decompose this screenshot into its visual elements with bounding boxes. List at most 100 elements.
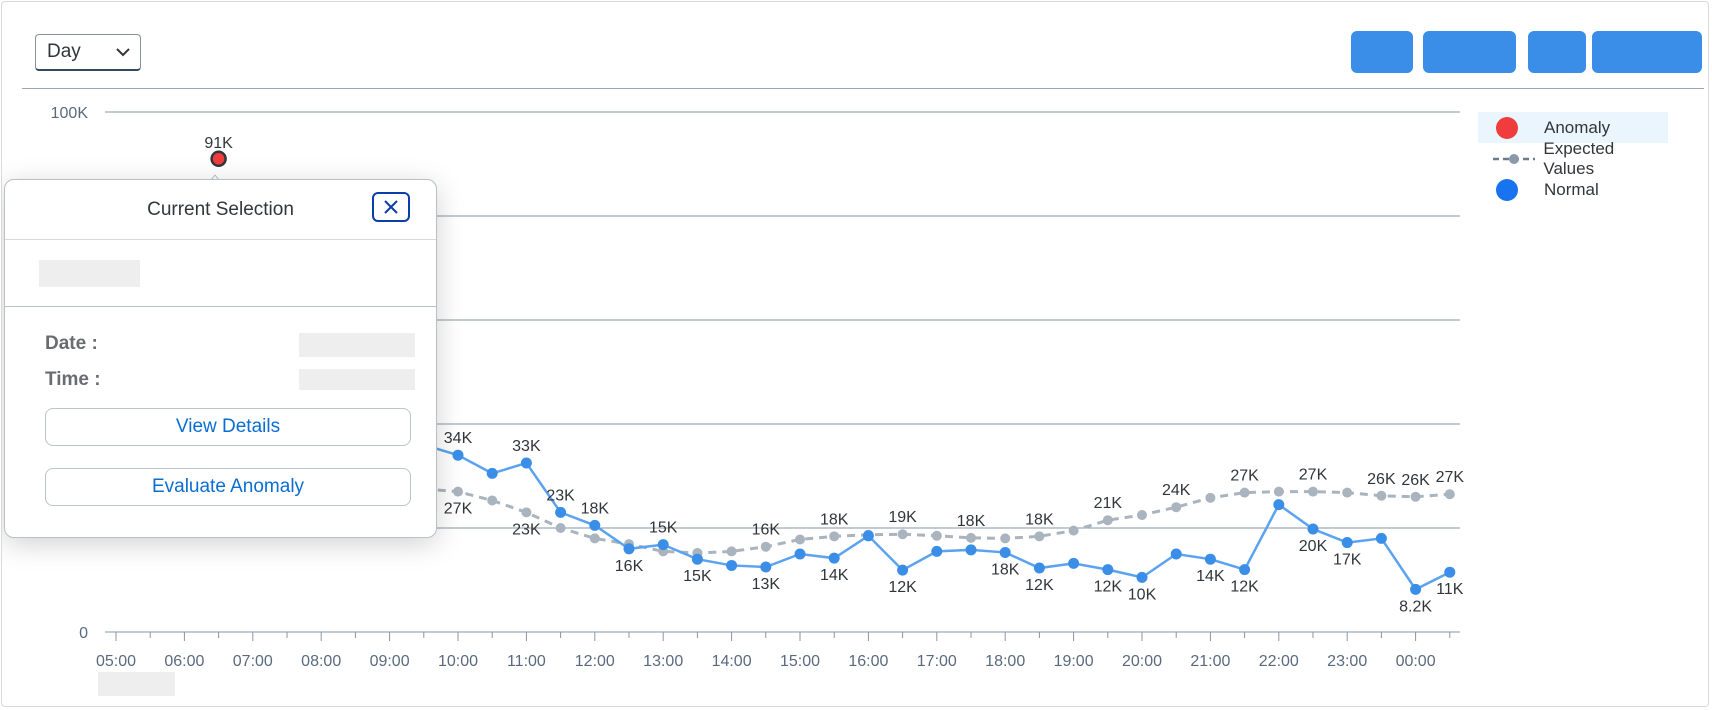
expected-value-point	[760, 541, 771, 552]
legend-label: Expected Values	[1543, 138, 1615, 178]
x-tick-label: 06:00	[164, 653, 204, 670]
selection-value-placeholder	[39, 260, 140, 287]
normal-point	[1307, 523, 1319, 535]
expected-data-label: 21K	[1094, 495, 1123, 512]
normal-data-label: 20K	[1299, 538, 1328, 555]
y-tick-label: 0	[79, 625, 88, 642]
normal-line	[423, 443, 1451, 591]
anomaly-point	[210, 150, 227, 168]
normal-point	[589, 519, 601, 531]
normal-point	[691, 553, 703, 565]
normal-data-label: 23K	[546, 487, 575, 504]
blue-circle-icon	[1496, 178, 1518, 201]
normal-point	[760, 561, 772, 573]
normal-data-label: 18K	[581, 500, 610, 517]
normal-data-label: 33K	[512, 438, 541, 455]
anomaly-data-label: 91K	[204, 135, 233, 152]
expected-data-label: 18K	[957, 513, 986, 530]
expected-value-point	[1376, 490, 1387, 501]
toolbar-button-2[interactable]	[1423, 31, 1516, 73]
normal-point	[1341, 537, 1353, 549]
expected-data-label: 26K	[1401, 472, 1430, 489]
toolbar-button-3[interactable]	[1528, 31, 1586, 73]
expected-value-point	[1342, 487, 1353, 498]
current-selection-popover: Current Selection Date : Time : View Det…	[4, 179, 437, 538]
expected-data-label: 16K	[752, 522, 781, 539]
expected-value-point	[966, 532, 976, 543]
red-circle-icon	[1496, 116, 1518, 139]
normal-point	[623, 543, 635, 555]
expected-data-label: 27K	[1299, 467, 1328, 484]
expected-data-label: 18K	[820, 511, 849, 528]
x-tick-label: 15:00	[780, 653, 820, 670]
period-select-value: Day	[47, 41, 81, 62]
expected-value-point	[487, 495, 498, 506]
normal-point	[965, 544, 977, 556]
x-tick-label: 18:00	[985, 653, 1025, 670]
normal-data-label: 11K	[1436, 581, 1464, 598]
expected-data-label: 27K	[444, 501, 473, 518]
expected-value-point	[453, 486, 463, 497]
legend-item-anomaly[interactable]: Anomaly	[1478, 112, 1668, 143]
popover-header: Current Selection	[5, 180, 436, 240]
expected-value-point	[1205, 492, 1216, 503]
x-tick-label: 16:00	[848, 653, 888, 670]
x-tick-label: 20:00	[1122, 653, 1162, 670]
expected-value-point	[829, 531, 840, 542]
expected-value-point	[726, 546, 737, 557]
evaluate-anomaly-button[interactable]: Evaluate Anomaly	[45, 468, 411, 506]
legend-label: Normal	[1544, 179, 1599, 199]
close-icon	[384, 200, 398, 214]
expected-value-point	[521, 507, 532, 518]
x-tick-label: 00:00	[1396, 653, 1436, 670]
expected-value-point	[555, 523, 566, 533]
normal-point	[726, 559, 738, 571]
expected-value-point	[1034, 531, 1045, 542]
x-tick-label: 05:00	[96, 653, 136, 670]
normal-data-label: 14K	[820, 567, 849, 584]
normal-data-label: 15K	[683, 568, 712, 585]
expected-value-point	[1410, 491, 1421, 502]
x-tick-label: 10:00	[438, 653, 478, 670]
expected-data-label: 23K	[512, 521, 541, 538]
normal-point	[794, 548, 806, 560]
normal-point	[1444, 566, 1456, 578]
y-tick-label: 100K	[51, 105, 89, 122]
x-tick-label: 09:00	[370, 653, 410, 670]
popover-title: Current Selection	[147, 198, 294, 220]
chevron-down-icon	[116, 45, 130, 59]
expected-value-point	[1171, 502, 1182, 513]
expected-values-line	[423, 487, 1450, 555]
expected-value-point	[1273, 486, 1284, 497]
normal-point	[452, 449, 464, 461]
normal-point	[1170, 548, 1182, 560]
legend-item-expected-values[interactable]: Expected Values	[1478, 139, 1668, 178]
date-value-placeholder	[299, 333, 415, 357]
date-range-placeholder	[98, 672, 175, 696]
toolbar-button-1[interactable]	[1351, 31, 1413, 73]
close-button[interactable]	[372, 192, 410, 222]
view-details-button[interactable]: View Details	[45, 408, 411, 446]
expected-value-point	[1000, 533, 1011, 544]
expected-data-label: 27K	[1436, 469, 1465, 486]
x-tick-label: 23:00	[1327, 653, 1367, 670]
normal-data-label: 13K	[752, 576, 781, 593]
legend-label: Anomaly	[1544, 117, 1611, 137]
x-tick-label: 14:00	[712, 653, 752, 670]
normal-point	[1204, 553, 1216, 565]
period-select[interactable]: Day	[35, 34, 141, 71]
toolbar-button-4[interactable]	[1592, 31, 1702, 73]
expected-value-point	[931, 530, 942, 541]
normal-data-label: 18K	[991, 561, 1020, 578]
popover-divider	[5, 306, 436, 307]
normal-point	[1273, 499, 1285, 511]
x-tick-label: 17:00	[917, 653, 957, 670]
normal-point	[1068, 557, 1080, 569]
chart-legend: Anomaly Expected Values Normal	[1478, 112, 1668, 205]
normal-point	[999, 546, 1011, 558]
normal-data-label: 14K	[1196, 568, 1225, 585]
legend-item-normal[interactable]: Normal	[1478, 174, 1668, 205]
normal-data-label: 16K	[615, 558, 644, 575]
